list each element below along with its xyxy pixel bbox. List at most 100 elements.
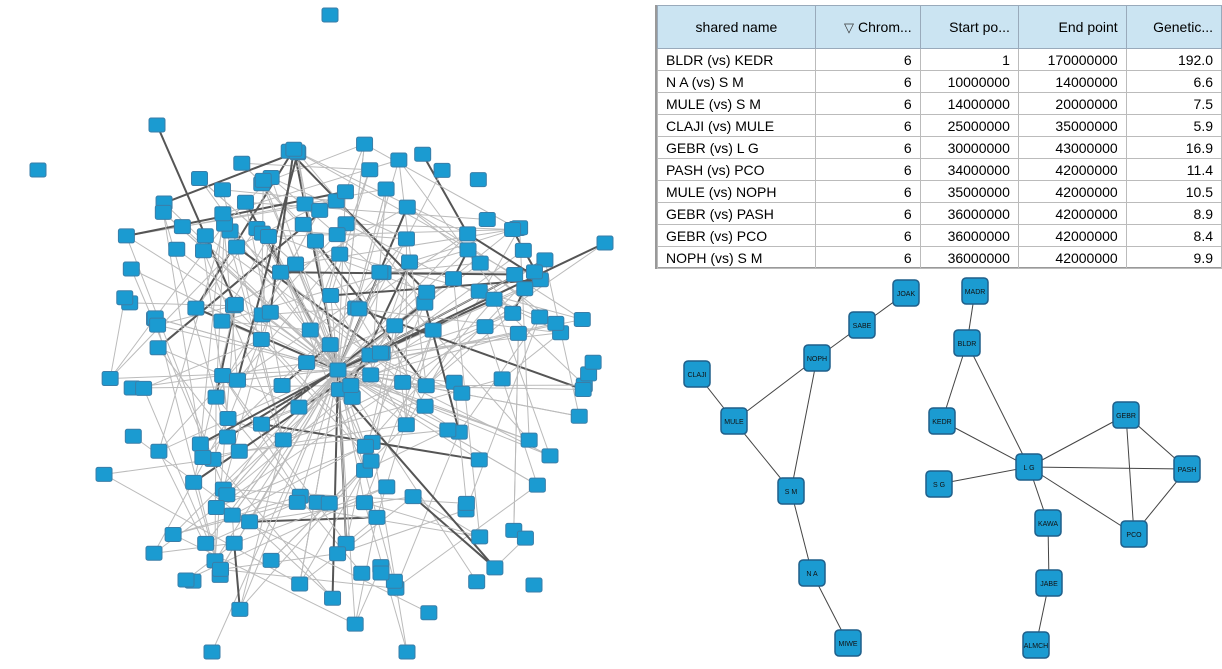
node xyxy=(418,284,436,300)
node xyxy=(306,233,324,249)
edge xyxy=(398,159,514,314)
table-cell: 10.5 xyxy=(1125,180,1222,203)
node xyxy=(324,590,342,606)
subnetwork: JOAK SABE NOPH CLAJI MULE S M N A MIWE MADR BLDR K… xyxy=(683,277,1201,659)
table-cell: GEBR (vs) PASH xyxy=(657,202,816,225)
node xyxy=(433,162,451,178)
node xyxy=(196,228,214,244)
edge xyxy=(232,441,373,516)
node xyxy=(291,576,309,592)
node xyxy=(320,495,338,511)
table-cell: CLAJI (vs) MULE xyxy=(657,114,816,137)
edge xyxy=(337,272,384,371)
node xyxy=(194,450,212,466)
header-text: shared name xyxy=(695,19,778,35)
node xyxy=(516,281,534,297)
edge xyxy=(306,325,395,363)
node-label: N A xyxy=(806,571,818,578)
node xyxy=(397,231,415,247)
column-header[interactable]: Genetic... xyxy=(1125,5,1222,49)
node-label: MULE xyxy=(724,419,744,426)
node xyxy=(274,432,292,448)
edge xyxy=(364,502,480,538)
table-cell: 9.9 xyxy=(1125,246,1222,269)
node xyxy=(321,7,339,23)
edge xyxy=(966,342,1030,468)
node xyxy=(29,162,47,178)
node xyxy=(122,261,140,277)
table-cell: 36000000 xyxy=(919,246,1019,269)
column-header[interactable]: ▽ Chrom... xyxy=(814,5,921,49)
node xyxy=(1120,520,1148,548)
node xyxy=(164,526,182,542)
table-panel: shared name ▽ Chrom... Start po... End point… xyxy=(655,5,1222,269)
node-label: JABE xyxy=(1040,581,1058,588)
table-cell: 10000000 xyxy=(919,70,1019,93)
node xyxy=(1035,569,1063,597)
edge xyxy=(337,369,551,457)
node xyxy=(148,117,166,133)
edge xyxy=(299,369,339,585)
edge xyxy=(158,224,226,452)
node xyxy=(150,443,168,459)
edge xyxy=(125,235,214,460)
node xyxy=(187,300,205,316)
column-header[interactable]: End point xyxy=(1017,5,1127,49)
table-row: BLDR (vs) KEDR 6 1 170000000 192.0 xyxy=(657,48,1222,71)
table-cell: 42000000 xyxy=(1017,180,1127,203)
node xyxy=(417,378,435,394)
node xyxy=(331,246,349,262)
edge xyxy=(109,246,237,379)
table-row: MULE (vs) NOPH 6 35000000 42000000 10.5 xyxy=(657,180,1222,203)
edge xyxy=(365,298,495,447)
column-header[interactable]: Start po... xyxy=(919,5,1019,49)
node xyxy=(925,470,953,498)
node-label: KEDR xyxy=(932,419,951,426)
edge xyxy=(236,152,299,381)
edge xyxy=(465,316,541,511)
edge xyxy=(381,250,524,354)
edge xyxy=(337,369,538,486)
edge-table: shared name ▽ Chrom... Start po... End point… xyxy=(657,5,1222,269)
table-cell: 6 xyxy=(814,224,921,247)
node xyxy=(124,428,142,444)
node xyxy=(350,301,368,317)
edge xyxy=(215,210,321,398)
edge xyxy=(239,460,372,610)
node xyxy=(377,181,395,197)
node xyxy=(371,345,389,361)
node xyxy=(252,331,270,347)
node xyxy=(547,315,565,331)
edge xyxy=(453,382,467,504)
node xyxy=(385,573,403,589)
node xyxy=(457,495,475,511)
node xyxy=(485,291,503,307)
node xyxy=(453,385,471,401)
node-label: ALMCH xyxy=(1024,643,1049,650)
node xyxy=(1173,455,1201,483)
edge xyxy=(337,369,347,544)
edge xyxy=(346,223,513,231)
node xyxy=(683,360,711,388)
table-cell: 8.9 xyxy=(1125,202,1222,225)
edge xyxy=(330,169,371,296)
edge xyxy=(215,344,331,508)
node xyxy=(516,530,534,546)
node xyxy=(506,266,524,282)
edge xyxy=(223,488,467,504)
node xyxy=(328,227,346,243)
column-header[interactable]: shared name xyxy=(657,5,816,49)
node xyxy=(469,172,487,188)
edge xyxy=(337,271,381,371)
table-cell: 11.4 xyxy=(1125,158,1222,181)
node xyxy=(928,407,956,435)
table-cell: 42000000 xyxy=(1017,158,1127,181)
edge xyxy=(381,302,426,354)
node xyxy=(961,277,989,305)
node xyxy=(386,318,404,334)
node xyxy=(362,367,380,383)
node-label: MADR xyxy=(965,289,986,296)
node xyxy=(213,313,231,329)
node xyxy=(285,141,303,157)
node xyxy=(1022,631,1050,659)
